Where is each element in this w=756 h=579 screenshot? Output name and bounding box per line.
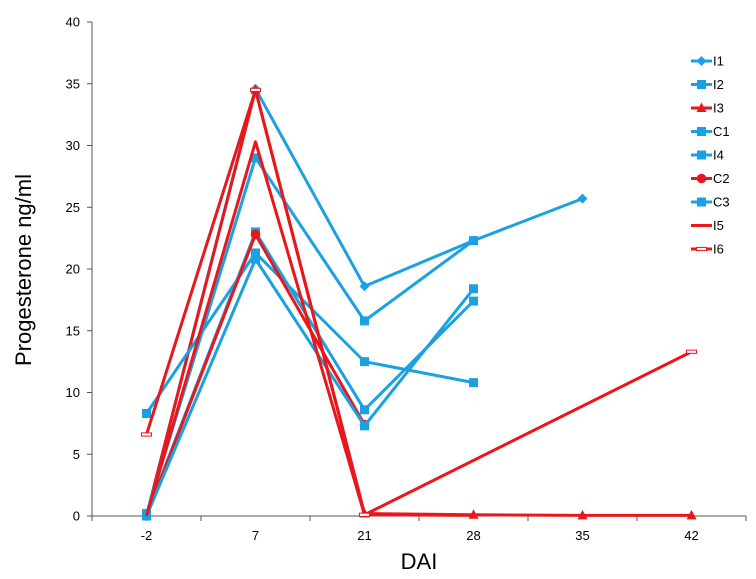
series-i3 bbox=[141, 84, 697, 520]
data-point-c1 bbox=[469, 378, 478, 388]
legend-label: I1 bbox=[713, 54, 724, 69]
data-point-i1 bbox=[577, 193, 588, 204]
legend-item-i4: I4 bbox=[691, 148, 724, 163]
legend-label: I4 bbox=[713, 148, 724, 163]
data-point-i6 bbox=[141, 432, 152, 437]
series-c2 bbox=[141, 229, 370, 521]
data-point-i2 bbox=[469, 296, 478, 306]
legend-label: I3 bbox=[713, 101, 724, 116]
legend-label: C3 bbox=[713, 195, 730, 210]
data-point-c1 bbox=[142, 408, 151, 418]
y-tick-label: 5 bbox=[73, 447, 80, 462]
legend-item-c3: C3 bbox=[691, 195, 730, 210]
data-point-i6 bbox=[359, 512, 370, 517]
y-tick-label: 30 bbox=[66, 138, 80, 153]
series-i6 bbox=[141, 87, 697, 517]
data-point-i1 bbox=[359, 281, 370, 292]
x-axis-title: DAI bbox=[401, 549, 438, 574]
legend-item-i2: I2 bbox=[691, 77, 724, 92]
y-tick-label: 25 bbox=[66, 200, 80, 215]
data-point-i3 bbox=[577, 509, 588, 520]
y-tick-label: 10 bbox=[66, 385, 80, 400]
data-point-c3 bbox=[360, 421, 369, 431]
series-group bbox=[141, 83, 697, 521]
legend-item-i1: I1 bbox=[691, 54, 724, 69]
data-point-c1 bbox=[251, 248, 260, 258]
x-tick-label: -2 bbox=[141, 528, 153, 543]
y-tick-label: 0 bbox=[73, 509, 80, 524]
legend-marker bbox=[696, 173, 707, 184]
legend-marker bbox=[697, 80, 706, 89]
data-point-i2 bbox=[360, 405, 369, 415]
legend-marker bbox=[696, 56, 707, 66]
series-c3 bbox=[142, 254, 478, 521]
legend-marker bbox=[697, 197, 706, 207]
series-line-i6 bbox=[145, 88, 693, 517]
x-tick-label: 28 bbox=[466, 528, 480, 543]
x-tick-label: 35 bbox=[575, 528, 589, 543]
data-point-c3 bbox=[469, 284, 478, 294]
legend-label: I2 bbox=[713, 77, 724, 92]
legend-item-i6: I6 bbox=[691, 242, 724, 257]
data-point-i3 bbox=[686, 509, 697, 520]
legend-label: C2 bbox=[713, 171, 730, 186]
data-point-i4 bbox=[251, 153, 260, 163]
legend-marker bbox=[696, 102, 707, 112]
data-point-c3 bbox=[251, 254, 260, 264]
data-point-i4 bbox=[360, 316, 369, 326]
data-point-c2 bbox=[250, 229, 261, 240]
x-tick-label: 21 bbox=[357, 528, 371, 543]
legend-item-i5: I5 bbox=[691, 218, 724, 233]
data-point-c1 bbox=[360, 357, 369, 367]
data-point-i6 bbox=[250, 87, 261, 93]
y-axis-title: Progesterone ng/ml bbox=[11, 174, 36, 366]
legend-label: I6 bbox=[713, 242, 724, 257]
series-line-i5 bbox=[145, 140, 474, 517]
series-i5 bbox=[145, 140, 474, 517]
x-tick-label: 42 bbox=[684, 528, 698, 543]
legend-item-c2: C2 bbox=[691, 171, 730, 186]
legend-item-c1: C1 bbox=[691, 124, 730, 139]
series-line-c3 bbox=[145, 257, 475, 517]
y-tick-label: 40 bbox=[66, 15, 80, 30]
series-line-i4 bbox=[145, 156, 475, 514]
data-point-i6 bbox=[686, 349, 697, 354]
axes: 0 5 10 15 20 25 30 35 40 -2 7 21 28 35 42 bbox=[66, 15, 747, 543]
legend-marker bbox=[696, 246, 707, 252]
legend: I1 I2 I3 C1 I4 C2 C3 I5 I6 bbox=[691, 54, 730, 257]
x-tick-label: 7 bbox=[252, 528, 259, 543]
data-point-i4 bbox=[469, 236, 478, 246]
legend-label: C1 bbox=[713, 124, 730, 139]
legend-item-i3: I3 bbox=[691, 101, 724, 116]
y-tick-label: 15 bbox=[66, 323, 80, 338]
legend-marker bbox=[697, 127, 706, 136]
y-tick-label: 35 bbox=[66, 76, 80, 91]
legend-label: I5 bbox=[713, 218, 724, 233]
y-tick-label: 20 bbox=[66, 262, 80, 277]
legend-marker bbox=[697, 150, 706, 160]
